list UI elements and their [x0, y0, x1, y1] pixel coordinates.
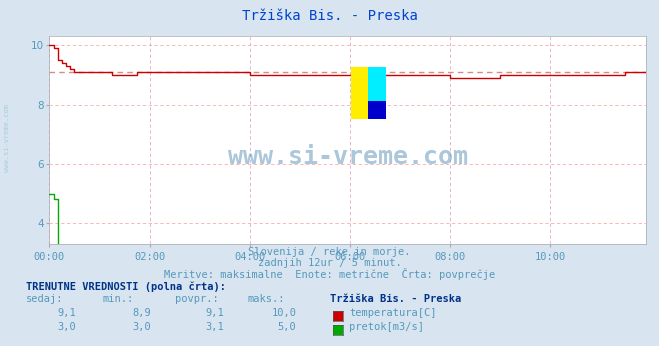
- Text: 5,0: 5,0: [278, 322, 297, 332]
- Text: Tržiška Bis. - Preska: Tržiška Bis. - Preska: [330, 294, 461, 304]
- Bar: [368, 101, 386, 119]
- Text: 9,1: 9,1: [57, 308, 76, 318]
- Text: 8,9: 8,9: [133, 308, 152, 318]
- Text: temperatura[C]: temperatura[C]: [349, 308, 437, 318]
- Text: min.:: min.:: [102, 294, 133, 304]
- Text: Tržiška Bis. - Preska: Tržiška Bis. - Preska: [242, 9, 417, 22]
- Text: sedaj:: sedaj:: [26, 294, 64, 304]
- Text: maks.:: maks.:: [247, 294, 285, 304]
- Text: 9,1: 9,1: [206, 308, 224, 318]
- Text: Slovenija / reke in morje.: Slovenija / reke in morje.: [248, 247, 411, 257]
- Text: www.si-vreme.com: www.si-vreme.com: [227, 145, 468, 169]
- Text: 3,0: 3,0: [133, 322, 152, 332]
- Text: Meritve: maksimalne  Enote: metrične  Črta: povprečje: Meritve: maksimalne Enote: metrične Črta…: [164, 268, 495, 280]
- Text: zadnjih 12ur / 5 minut.: zadnjih 12ur / 5 minut.: [258, 258, 401, 268]
- Text: 3,1: 3,1: [206, 322, 224, 332]
- Text: 3,0: 3,0: [57, 322, 76, 332]
- Text: pretok[m3/s]: pretok[m3/s]: [349, 322, 424, 332]
- Text: www.si-vreme.com: www.si-vreme.com: [3, 104, 10, 172]
- Text: povpr.:: povpr.:: [175, 294, 218, 304]
- Bar: [368, 67, 386, 101]
- Text: 10,0: 10,0: [272, 308, 297, 318]
- Text: TRENUTNE VREDNOSTI (polna črta):: TRENUTNE VREDNOSTI (polna črta):: [26, 282, 226, 292]
- Bar: [351, 67, 368, 119]
